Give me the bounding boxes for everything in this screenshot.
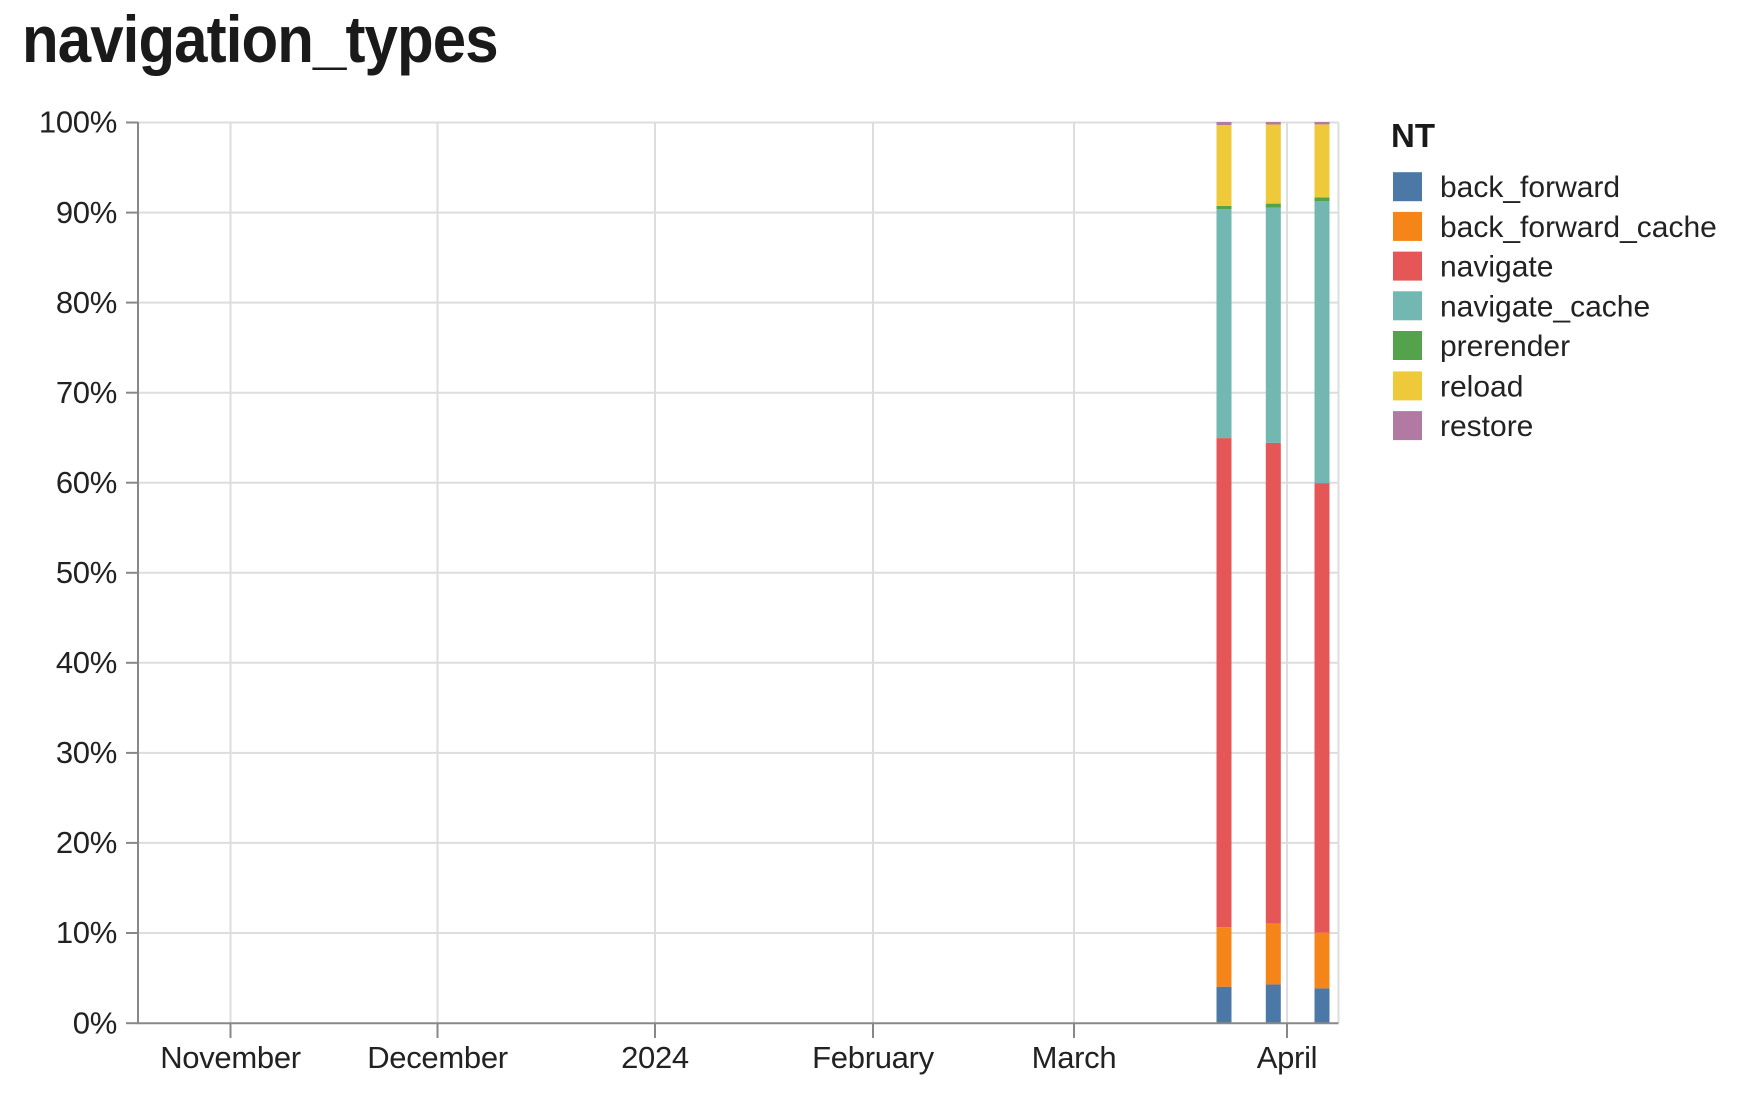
svg-text:50%: 50%	[56, 555, 117, 590]
svg-text:90%: 90%	[56, 195, 117, 230]
svg-text:April: April	[1257, 1040, 1318, 1075]
svg-text:70%: 70%	[56, 375, 117, 410]
svg-text:60%: 60%	[56, 465, 117, 500]
svg-text:March: March	[1032, 1040, 1117, 1075]
svg-text:navigate_cache: navigate_cache	[1440, 290, 1650, 323]
svg-text:0%: 0%	[73, 1005, 117, 1040]
svg-text:restore: restore	[1440, 410, 1533, 443]
svg-text:prerender: prerender	[1440, 330, 1570, 363]
svg-text:navigate: navigate	[1440, 251, 1553, 284]
svg-text:40%: 40%	[56, 645, 117, 680]
svg-text:back_forward_cache: back_forward_cache	[1440, 211, 1717, 244]
svg-text:30%: 30%	[56, 735, 117, 770]
svg-text:reload: reload	[1440, 370, 1523, 403]
svg-text:NT: NT	[1391, 117, 1435, 154]
svg-text:navigation_types: navigation_types	[22, 3, 498, 76]
svg-text:back_forward: back_forward	[1440, 171, 1620, 204]
svg-text:100%: 100%	[39, 105, 117, 140]
svg-text:10%: 10%	[56, 915, 117, 950]
svg-text:December: December	[367, 1040, 508, 1075]
svg-text:80%: 80%	[56, 285, 117, 320]
svg-text:2024: 2024	[621, 1040, 689, 1075]
svg-text:February: February	[812, 1040, 934, 1075]
svg-text:20%: 20%	[56, 825, 117, 860]
svg-text:November: November	[160, 1040, 301, 1075]
